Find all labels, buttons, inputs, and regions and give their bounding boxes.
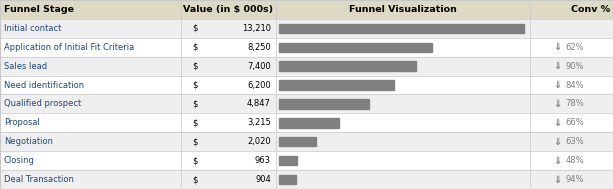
Text: $: $ [192,175,197,184]
Text: 78%: 78% [565,99,584,108]
Text: $: $ [192,43,197,52]
Text: 904: 904 [255,175,271,184]
Text: Funnel Visualization: Funnel Visualization [349,5,457,14]
Bar [279,61,416,71]
Text: Funnel Stage: Funnel Stage [4,5,74,14]
Text: Initial contact: Initial contact [4,24,61,33]
Text: 66%: 66% [565,118,584,127]
Text: $: $ [192,99,197,108]
Text: Conv %: Conv % [571,5,611,14]
Text: ⇓: ⇓ [553,137,562,147]
Text: ⇓: ⇓ [553,42,562,52]
Text: 48%: 48% [565,156,584,165]
Bar [0,132,613,151]
Text: Qualified prospect: Qualified prospect [4,99,81,108]
Bar [0,76,613,94]
Text: Need identification: Need identification [4,81,84,90]
Bar [279,137,316,146]
Bar [279,24,524,33]
Text: 84%: 84% [565,81,584,90]
Bar [279,156,297,165]
Text: $: $ [192,24,197,33]
Bar [0,151,613,170]
Text: Sales lead: Sales lead [4,62,47,71]
Text: Application of Initial Fit Criteria: Application of Initial Fit Criteria [4,43,134,52]
Text: ⇓: ⇓ [553,61,562,71]
Text: Deal Transaction: Deal Transaction [4,175,74,184]
Text: $: $ [192,137,197,146]
Text: 2,020: 2,020 [247,137,271,146]
Bar [0,94,613,113]
Text: 94%: 94% [565,175,584,184]
Bar [0,0,613,19]
Text: 8,250: 8,250 [247,43,271,52]
Text: Value (in $ 000s): Value (in $ 000s) [183,5,273,14]
Text: 4,847: 4,847 [247,99,271,108]
Text: $: $ [192,118,197,127]
Bar [0,170,613,189]
Text: 963: 963 [255,156,271,165]
Bar [279,80,394,90]
Text: 63%: 63% [565,137,584,146]
Text: ⇓: ⇓ [553,156,562,166]
Bar [0,19,613,38]
Text: $: $ [192,156,197,165]
Text: ⇓: ⇓ [553,99,562,109]
Text: ⇓: ⇓ [553,80,562,90]
Text: Negotiation: Negotiation [4,137,53,146]
Text: 62%: 62% [565,43,584,52]
Text: ⇓: ⇓ [553,175,562,184]
Text: 13,210: 13,210 [242,24,271,33]
Bar [0,57,613,76]
Text: 7,400: 7,400 [247,62,271,71]
Bar [279,43,432,52]
Text: Proposal: Proposal [4,118,40,127]
Bar [0,113,613,132]
Bar [0,38,613,57]
Text: 6,200: 6,200 [247,81,271,90]
Bar [279,118,338,128]
Text: Closing: Closing [4,156,34,165]
Text: ⇓: ⇓ [553,118,562,128]
Bar [279,99,369,109]
Text: $: $ [192,81,197,90]
Text: 3,215: 3,215 [247,118,271,127]
Text: $: $ [192,62,197,71]
Text: 90%: 90% [565,62,584,71]
Bar [279,175,295,184]
